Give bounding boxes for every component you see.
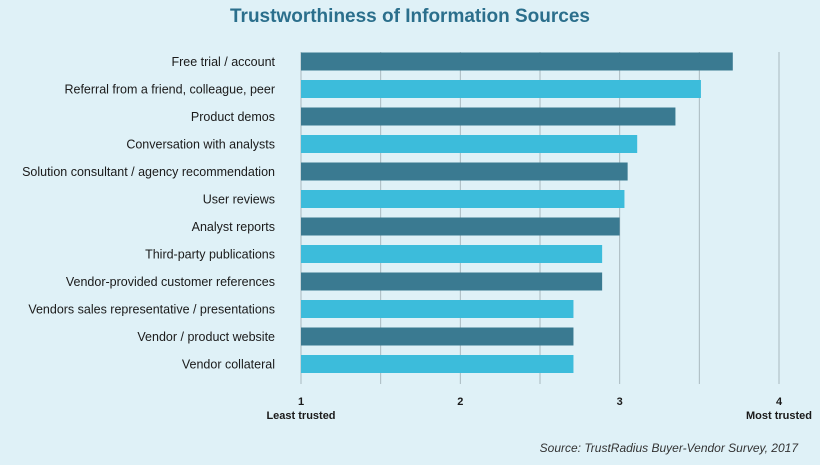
category-label: Analyst reports xyxy=(192,220,275,234)
category-label: Solution consultant / agency recommendat… xyxy=(22,165,275,179)
category-label: Conversation with analysts xyxy=(126,138,275,152)
source-note: Source: TrustRadius Buyer-Vendor Survey,… xyxy=(539,441,798,455)
x-tick-label: 2 xyxy=(457,396,463,408)
category-label: User reviews xyxy=(203,193,275,207)
category-labels: Free trial / account Referral from a frie… xyxy=(22,55,275,372)
bar xyxy=(301,272,603,291)
chart-title: Trustworthiness of Information Sources xyxy=(230,6,590,27)
x-tick-label: 3 xyxy=(617,396,623,408)
bar xyxy=(301,355,574,373)
bar xyxy=(301,135,638,153)
category-label: Vendors sales representative / presentat… xyxy=(28,303,275,317)
category-label: Vendor-provided customer references xyxy=(66,275,275,289)
bar xyxy=(301,300,574,318)
category-label: Free trial / account xyxy=(171,55,275,69)
bar xyxy=(301,107,676,126)
category-label: Third-party publications xyxy=(145,248,275,262)
bar xyxy=(301,217,620,236)
x-tick-label: 1 xyxy=(298,396,304,408)
bar xyxy=(301,52,733,71)
x-min-label: Least trusted xyxy=(266,410,335,422)
x-tick-label: 4 xyxy=(776,396,783,408)
bar xyxy=(301,162,628,181)
category-label: Referral from a friend, colleague, peer xyxy=(64,83,275,97)
category-label: Vendor / product website xyxy=(137,330,275,344)
bars xyxy=(301,52,733,373)
bar xyxy=(301,327,574,346)
bar-chart: Free trial / account Referral from a frie… xyxy=(22,52,812,422)
bar xyxy=(301,190,625,208)
x-max-label: Most trusted xyxy=(746,410,812,422)
x-axis: 1 2 3 4 Least trusted Most trusted xyxy=(266,396,812,422)
category-label: Product demos xyxy=(191,110,275,124)
bar xyxy=(301,80,701,98)
bar xyxy=(301,245,603,263)
category-label: Vendor collateral xyxy=(182,358,275,372)
